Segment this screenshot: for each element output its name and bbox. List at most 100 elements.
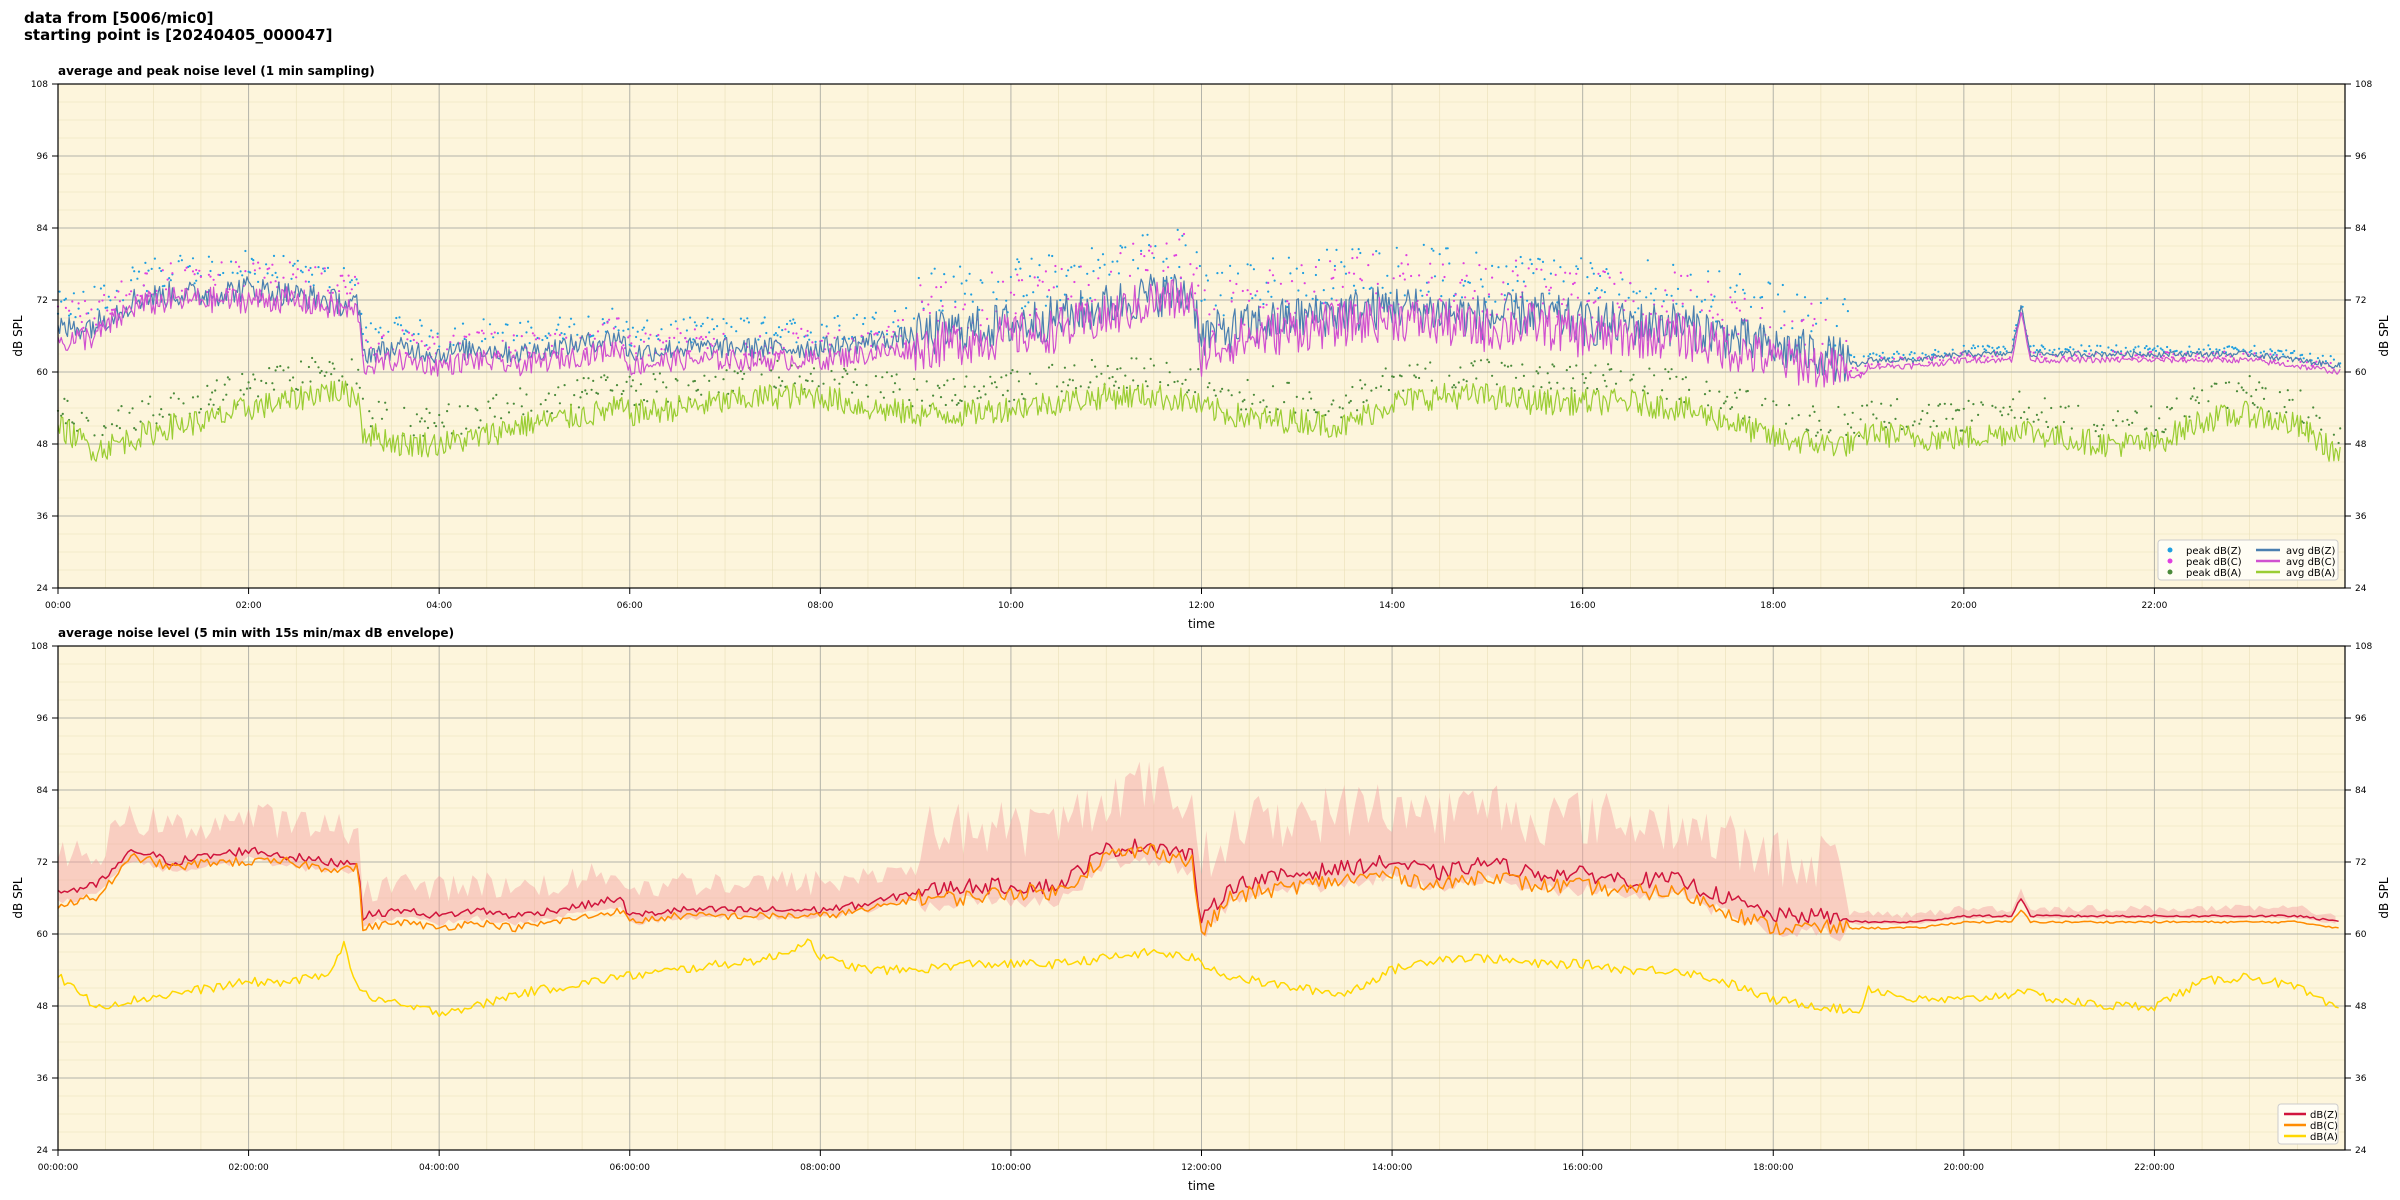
peak-point [1991, 346, 1994, 349]
peak-point [1486, 358, 1489, 361]
peak-point [1856, 369, 1859, 372]
plot-series [57, 761, 2339, 1018]
peak-point [2035, 413, 2038, 416]
peak-point [808, 338, 811, 341]
peak-point [1811, 324, 1815, 327]
peak-point [1548, 381, 1551, 384]
peak-point [809, 331, 812, 334]
peak-point [1070, 295, 1073, 298]
x-tick-label: 00:00:00 [38, 1163, 79, 1173]
peak-point [696, 388, 700, 391]
peak-point [968, 272, 971, 275]
peak-point [725, 322, 728, 325]
peak-point [747, 321, 751, 324]
peak-point [1735, 284, 1738, 287]
peak-point [1044, 304, 1047, 307]
peak-point [2008, 356, 2011, 359]
peak-point [501, 331, 504, 334]
peak-point [1238, 391, 1241, 394]
peak-point [963, 303, 967, 306]
peak-point [83, 299, 87, 303]
peak-point [1132, 258, 1135, 262]
peak-point [1926, 412, 1929, 415]
peak-point [960, 399, 963, 403]
peak-point [2286, 359, 2289, 363]
peak-point [935, 286, 938, 289]
peak-point [2029, 345, 2032, 348]
peak-point [2224, 381, 2227, 384]
peak-point [2191, 395, 2194, 398]
peak-point [1109, 270, 1113, 273]
peak-point [2197, 356, 2200, 360]
peak-point [1159, 381, 1162, 384]
peak-point [1857, 434, 1861, 438]
peak-point [314, 360, 317, 364]
peak-point [211, 391, 214, 394]
y-tick-label: 36 [37, 1074, 49, 1084]
peak-point [1473, 289, 1476, 293]
peak-point [117, 409, 120, 412]
peak-point [1219, 390, 1222, 393]
peak-point [1206, 279, 1209, 282]
peak-point [169, 396, 172, 399]
peak-point [2237, 382, 2240, 385]
peak-point [984, 393, 987, 396]
peak-point [1943, 352, 1946, 355]
peak-point [658, 372, 662, 375]
peak-point [1578, 313, 1581, 316]
peak-point [109, 312, 112, 315]
peak-point [1465, 274, 1468, 277]
peak-point [1487, 295, 1491, 298]
x-tick-label: 18:00:00 [1753, 1163, 1794, 1173]
peak-point [257, 280, 260, 283]
peak-point [1529, 258, 1532, 261]
peak-point [2015, 324, 2018, 327]
peak-point [2158, 417, 2161, 420]
peak-point [776, 334, 779, 337]
x-tick-label: 06:00:00 [610, 1163, 651, 1173]
legend-entry: peak dB(C) [2186, 557, 2242, 568]
peak-point [2228, 345, 2231, 348]
peak-point [1341, 285, 1344, 288]
peak-point [320, 272, 323, 275]
peak-point [93, 434, 96, 437]
peak-point [708, 379, 711, 382]
x-tick-label: 10:00:00 [991, 1163, 1032, 1173]
peak-point [87, 419, 90, 422]
peak-point [2332, 433, 2335, 436]
peak-point [1425, 293, 1429, 296]
peak-point [1079, 265, 1082, 268]
peak-point [1165, 361, 1168, 364]
peak-point [1829, 429, 1832, 432]
peak-point [1710, 293, 1713, 296]
peak-point [979, 324, 982, 327]
peak-point [1111, 260, 1114, 263]
peak-point [244, 249, 247, 253]
peak-point [708, 331, 711, 334]
peak-point [1999, 410, 2002, 413]
peak-point [1665, 293, 1668, 296]
peak-point [1359, 251, 1362, 255]
peak-point [1935, 425, 1938, 428]
peak-point [1491, 374, 1494, 377]
peak-point [412, 434, 415, 437]
peak-point [1602, 374, 1605, 377]
peak-point [631, 379, 635, 382]
peak-point [2135, 411, 2138, 414]
peak-point [1815, 322, 1818, 325]
peak-point [606, 321, 609, 324]
peak-point [2027, 406, 2030, 409]
peak-point [1603, 270, 1606, 274]
peak-point [1707, 280, 1710, 283]
peak-point [72, 292, 75, 295]
peak-point [527, 320, 530, 323]
peak-point [377, 400, 380, 403]
peak-point [166, 278, 169, 281]
peak-point [1503, 294, 1506, 297]
peak-point [446, 348, 449, 351]
peak-point [282, 254, 285, 258]
peak-point [1028, 313, 1032, 317]
peak-point [662, 381, 665, 384]
peak-point [93, 317, 96, 320]
peak-point [1767, 281, 1770, 284]
